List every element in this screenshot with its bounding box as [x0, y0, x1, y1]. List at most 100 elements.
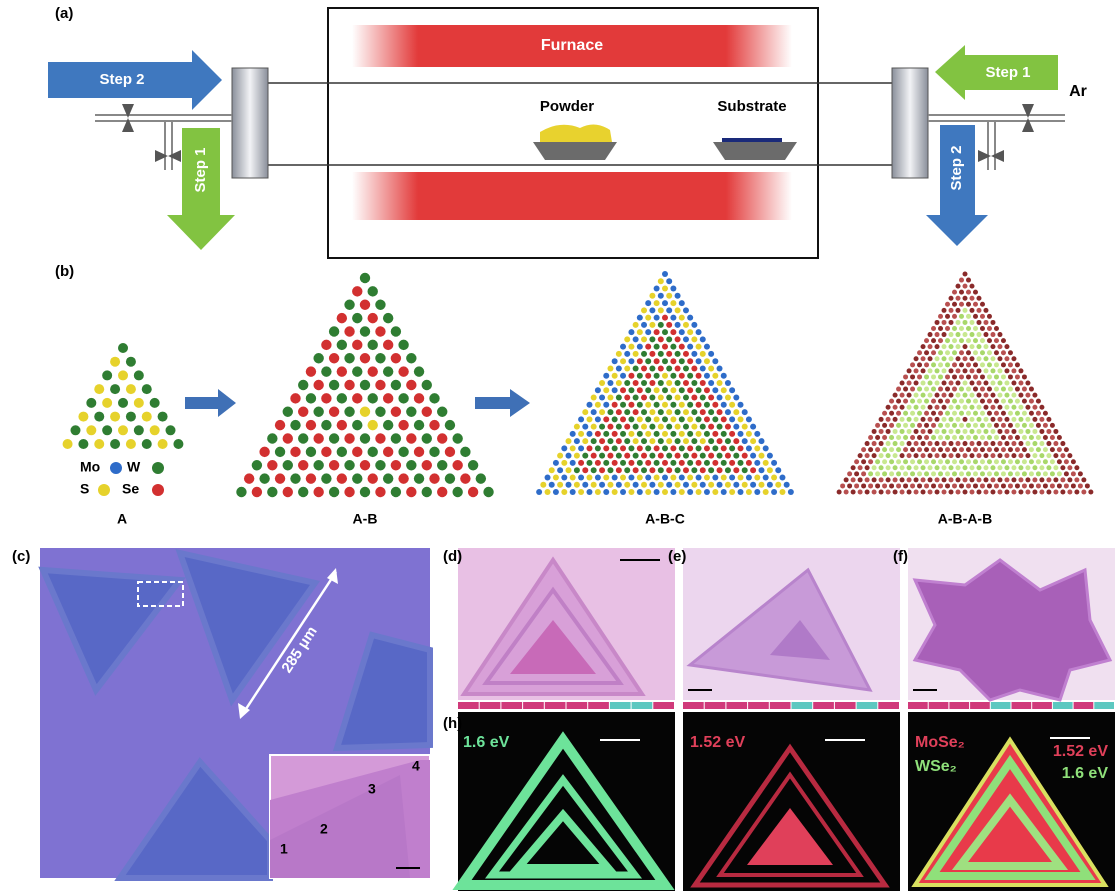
- atom: [871, 465, 877, 471]
- atom: [766, 467, 773, 474]
- strip-segment: [856, 702, 878, 709]
- atom: [1021, 459, 1027, 465]
- heater: [352, 25, 792, 67]
- atom: [1032, 453, 1038, 459]
- atom: [582, 467, 589, 474]
- atom: [955, 465, 961, 471]
- atom: [691, 394, 698, 401]
- atom: [632, 452, 639, 459]
- atom: [1046, 441, 1052, 447]
- lattices: [62, 271, 1094, 498]
- atom: [1011, 441, 1017, 447]
- atom: [1081, 477, 1087, 483]
- atom: [1007, 410, 1013, 416]
- atom: [682, 350, 689, 357]
- atom: [882, 410, 888, 416]
- atom: [1025, 453, 1031, 459]
- atom: [1021, 386, 1027, 392]
- atom: [882, 447, 888, 453]
- atom: [628, 372, 635, 379]
- atom: [917, 350, 923, 356]
- atom: [927, 380, 933, 386]
- atom: [1021, 374, 1027, 380]
- atom: [1021, 422, 1027, 428]
- atom: [861, 471, 867, 477]
- atom: [636, 489, 643, 495]
- atom: [590, 394, 597, 401]
- atom: [979, 326, 985, 331]
- atom: [979, 447, 985, 453]
- atom: [607, 467, 614, 474]
- atom: [955, 307, 961, 313]
- atom: [986, 422, 992, 428]
- atom: [1032, 392, 1038, 398]
- atom: [1067, 453, 1073, 459]
- atom: [959, 374, 965, 380]
- atom: [1000, 471, 1006, 477]
- atom: [670, 489, 677, 495]
- atom: [607, 409, 614, 416]
- atom: [670, 358, 677, 365]
- atom: [962, 283, 968, 289]
- atom: [678, 329, 685, 336]
- atom: [931, 326, 937, 331]
- atom: [460, 446, 471, 458]
- atom: [1011, 416, 1017, 422]
- strip-segment: [609, 702, 631, 709]
- atom: [965, 410, 971, 416]
- atom: [561, 489, 568, 495]
- atom: [899, 392, 905, 398]
- atom: [632, 350, 639, 357]
- atom: [716, 365, 723, 372]
- atom: [1039, 465, 1045, 471]
- atom: [1018, 428, 1024, 434]
- atom: [382, 393, 394, 404]
- atom: [628, 416, 635, 423]
- atom: [938, 338, 944, 344]
- atom: [649, 307, 656, 314]
- atom: [941, 489, 947, 495]
- atom: [1035, 459, 1041, 465]
- atom: [691, 350, 698, 357]
- flake: [912, 558, 1113, 702]
- atom: [662, 445, 668, 452]
- atom: [590, 481, 597, 488]
- atom: [624, 409, 631, 416]
- atom: [657, 350, 664, 357]
- atom: [552, 489, 559, 495]
- atom: [305, 366, 317, 377]
- atom: [636, 372, 643, 379]
- atom: [452, 433, 463, 444]
- atom: [666, 423, 673, 430]
- atom: [889, 459, 895, 465]
- atom: [979, 483, 985, 489]
- atom: [390, 460, 402, 471]
- atom: [955, 441, 961, 447]
- atom: [1014, 398, 1020, 404]
- atom: [118, 425, 128, 436]
- region-label: 2: [320, 821, 328, 837]
- atom: [750, 423, 757, 430]
- atom: [910, 398, 916, 404]
- atom: [1053, 489, 1059, 495]
- atom: [641, 423, 648, 430]
- atom: [1025, 477, 1031, 483]
- atom: [959, 422, 965, 428]
- atom: [972, 289, 978, 295]
- atom: [712, 372, 719, 379]
- atom: [594, 474, 601, 481]
- atom: [620, 489, 627, 495]
- atom: [986, 338, 992, 344]
- atom: [645, 343, 652, 350]
- atom: [729, 459, 736, 466]
- atom: [924, 374, 930, 380]
- atom: [645, 416, 652, 423]
- atom: [1011, 489, 1017, 495]
- atom: [1014, 435, 1020, 440]
- atom: [599, 452, 606, 459]
- atom: [892, 416, 898, 422]
- atom: [910, 410, 916, 416]
- atom: [787, 489, 794, 495]
- atom: [703, 387, 710, 394]
- atom: [1028, 483, 1034, 489]
